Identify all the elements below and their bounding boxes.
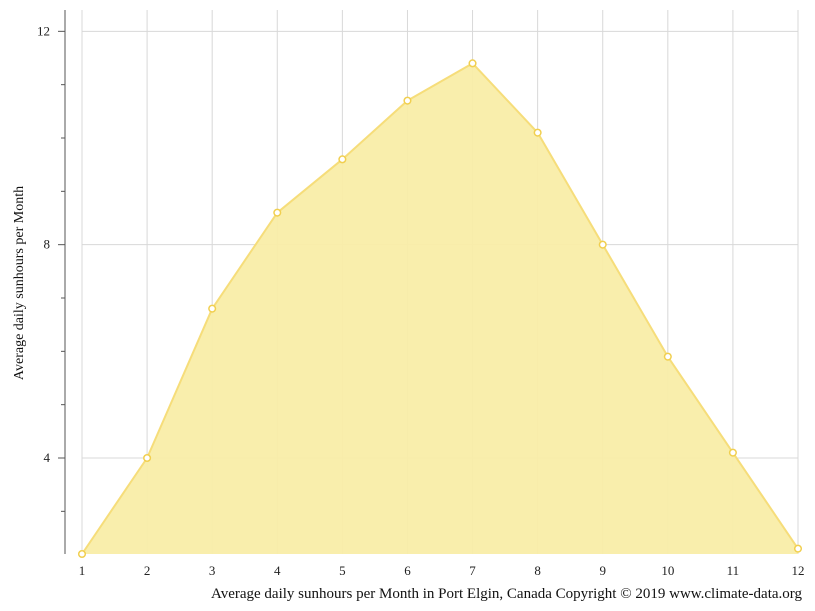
data-point-month-7[interactable] xyxy=(468,59,477,68)
data-point-month-8[interactable] xyxy=(533,128,542,137)
data-point-month-4[interactable] xyxy=(273,208,282,217)
x-tick-label-4: 4 xyxy=(274,563,281,578)
x-tick-label-9: 9 xyxy=(599,563,606,578)
sunhours-area xyxy=(82,63,798,554)
x-tick-label-8: 8 xyxy=(534,563,541,578)
data-point-month-2[interactable] xyxy=(143,453,152,463)
y-tick-label-12: 12 xyxy=(37,23,50,38)
data-point-month-11[interactable] xyxy=(728,448,737,457)
x-tick-label-10: 10 xyxy=(661,563,674,578)
x-tick-label-6: 6 xyxy=(404,563,411,578)
axis-layer xyxy=(58,10,66,554)
data-point-month-5[interactable] xyxy=(338,155,347,164)
data-point-month-3[interactable] xyxy=(208,304,217,313)
data-point-month-1[interactable] xyxy=(77,549,87,559)
area-layer xyxy=(81,62,799,555)
x-tick-label-11: 11 xyxy=(727,563,740,578)
chart-caption: Average daily sunhours per Month in Port… xyxy=(211,586,803,602)
x-tick-label-7: 7 xyxy=(469,563,476,578)
marker-layer xyxy=(77,59,803,559)
x-tick-label-2: 2 xyxy=(144,563,151,578)
x-tick-label-1: 1 xyxy=(79,563,86,578)
y-tick-label-8: 8 xyxy=(44,237,51,252)
x-tick-label-5: 5 xyxy=(339,563,346,578)
sunhours-line xyxy=(81,62,799,555)
y-tick-label-4: 4 xyxy=(44,450,51,465)
y-axis-title: Average daily sunhours per Month xyxy=(12,186,27,380)
x-tick-label-12: 12 xyxy=(792,563,805,578)
data-point-month-12[interactable] xyxy=(793,544,803,553)
x-tick-label-3: 3 xyxy=(209,563,216,578)
data-point-month-6[interactable] xyxy=(403,96,412,105)
data-point-month-10[interactable] xyxy=(663,352,672,361)
data-point-month-9[interactable] xyxy=(598,240,607,249)
